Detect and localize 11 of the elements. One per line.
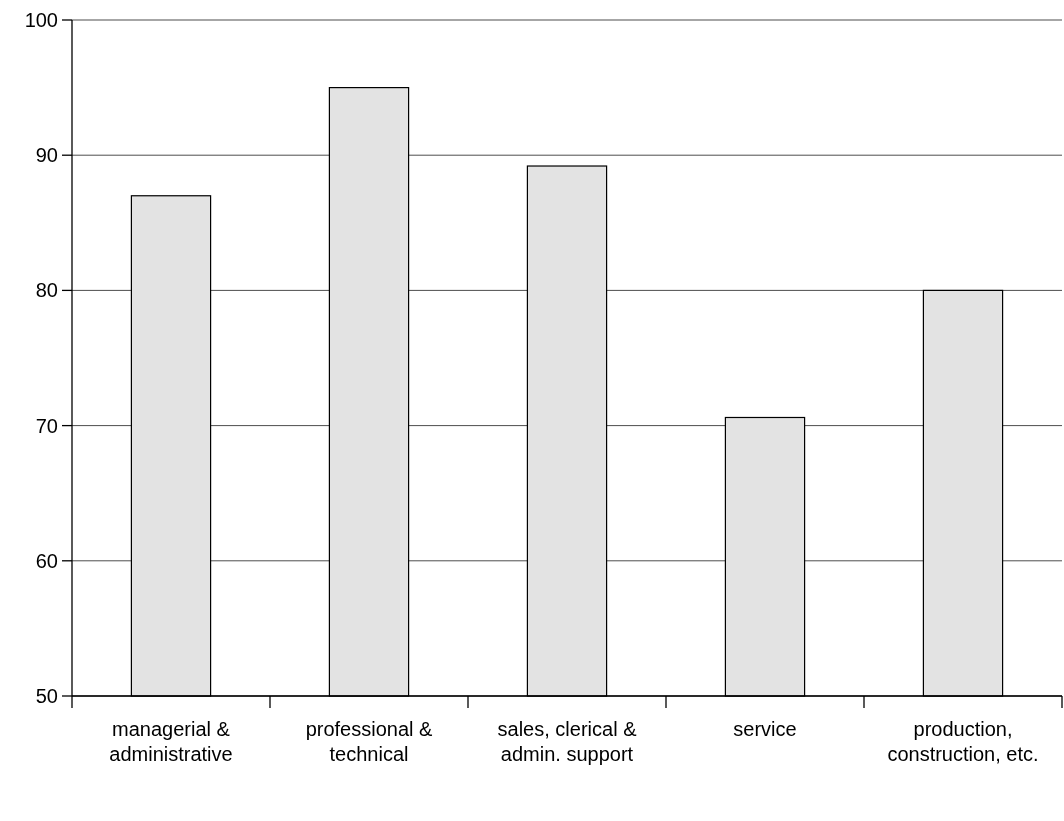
x-tick-label: sales, clerical & admin. support <box>497 718 638 765</box>
x-tick-label: managerial & administrative <box>109 718 233 765</box>
y-tick-label: 90 <box>35 144 58 167</box>
x-tick-label: production, construction, etc. <box>887 718 1039 765</box>
x-tick-label: professional & technical <box>305 718 434 765</box>
y-tick-label: 100 <box>24 9 58 31</box>
y-tick-label: 60 <box>35 549 58 572</box>
y-tick-label: 50 <box>35 685 58 707</box>
y-tick-label: 70 <box>35 414 58 437</box>
y-tick-label: 80 <box>35 279 58 302</box>
x-tick-label: service <box>733 718 797 740</box>
